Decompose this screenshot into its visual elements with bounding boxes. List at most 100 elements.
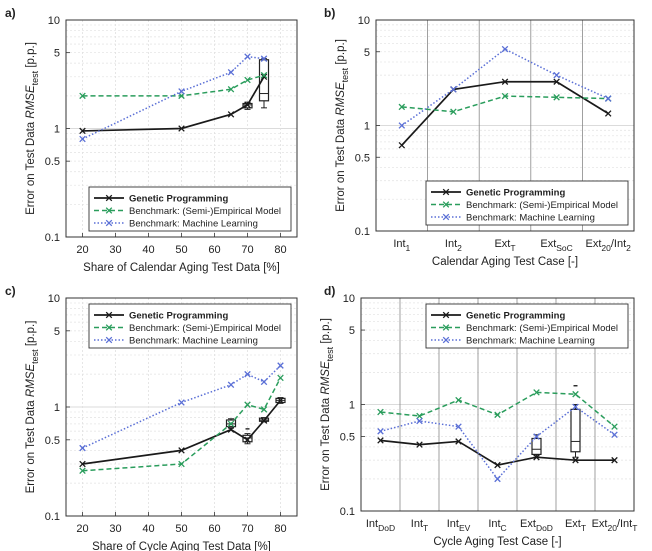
legend-entry: Genetic Programming: [431, 311, 565, 322]
data-point: [377, 408, 384, 416]
x-tick-label: 40: [142, 244, 154, 256]
y-tick-label: 0.5: [45, 156, 60, 168]
y-tick-label: 10: [48, 293, 60, 305]
data-point: [455, 423, 462, 430]
x-tick-label: 70: [241, 244, 253, 256]
legend-label: Genetic Programming: [129, 194, 228, 205]
data-point: [533, 389, 540, 396]
x-axis-label: Cycle Aging Test Case [-]: [433, 536, 561, 548]
data-point: [178, 399, 185, 406]
y-tick-label: 5: [364, 47, 370, 59]
legend-entry: Benchmark: (Semi-)Empirical Model: [94, 323, 281, 334]
series-2: [79, 53, 268, 143]
x-tick-label: ExtT: [565, 518, 586, 533]
legend-marker: [105, 207, 113, 214]
x-tick-label: 70: [241, 523, 253, 535]
legend-entry: Benchmark: (Semi-)Empirical Model: [94, 206, 281, 217]
y-tick-label: 10: [48, 15, 60, 27]
x-tick-label: IntDoD: [366, 518, 395, 533]
data-point: [553, 94, 560, 101]
data-point: [377, 437, 384, 444]
data-point: [244, 401, 251, 408]
data-point: [604, 110, 612, 117]
x-tick-label: 80: [274, 244, 286, 256]
legend-label: Benchmark: Machine Learning: [129, 336, 258, 347]
legend-label: Genetic Programming: [466, 188, 565, 199]
legend-label: Benchmark: (Semi-)Empirical Model: [129, 323, 281, 334]
data-point: [450, 86, 457, 93]
x-tick-label: 20: [76, 244, 88, 256]
legend-label: Benchmark: Machine Learning: [129, 219, 258, 230]
data-point: [398, 141, 406, 149]
series-line: [82, 399, 282, 465]
box-plot: [531, 434, 542, 457]
x-tick-label: IntEV: [447, 518, 471, 533]
data-point: [416, 417, 423, 425]
data-point: [178, 88, 185, 95]
data-point: [277, 397, 284, 404]
data-point: [501, 78, 509, 85]
panel-d: 0.1 0.5 1 5 10 IntDoD IntT IntEV IntC ExtDoD ExtT E…: [320, 284, 637, 548]
data-point: [533, 453, 540, 461]
panel-label: a): [5, 6, 16, 20]
x-axis-label: Share of Calendar Aging Test Data [%]: [83, 262, 280, 274]
data-point: [244, 101, 251, 109]
legend-entry: Benchmark: Machine Learning: [94, 336, 258, 347]
data-point: [79, 135, 86, 143]
y-tick-label: 5: [54, 48, 60, 60]
y-tick-label: 0.1: [340, 506, 355, 518]
legend-marker: [442, 201, 450, 208]
data-point: [416, 412, 423, 420]
legend-label: Benchmark: (Semi-)Empirical Model: [466, 323, 618, 334]
legend-label: Benchmark: Machine Learning: [466, 213, 595, 224]
data-point: [416, 441, 423, 448]
y-tick-label: 1: [349, 400, 355, 412]
x-tick-label: IntC: [488, 518, 506, 533]
data-point: [501, 92, 509, 100]
data-point: [455, 438, 462, 445]
series-0: [377, 437, 618, 469]
x-tick-label: 60: [208, 523, 220, 535]
data-point: [79, 467, 86, 475]
data-point: [227, 426, 235, 433]
series-0: [398, 78, 612, 149]
y-tick-label: 0.5: [45, 435, 60, 447]
legend-marker: [442, 324, 450, 331]
data-point: [611, 456, 618, 464]
legend-label: Genetic Programming: [129, 311, 228, 322]
y-tick-label: 5: [349, 325, 355, 337]
x-tick-label: 80: [274, 523, 286, 535]
data-point: [572, 456, 579, 464]
legend-marker: [105, 219, 113, 227]
y-tick-label: 10: [358, 15, 370, 27]
data-point: [178, 460, 185, 468]
series-line: [82, 377, 282, 472]
data-point: [260, 71, 268, 79]
data-point: [277, 362, 284, 369]
data-point: [377, 428, 384, 435]
legend-marker: [442, 336, 450, 344]
legend-entry: Genetic Programming: [431, 188, 565, 199]
series-1: [377, 389, 618, 430]
legend-entry: Genetic Programming: [94, 194, 228, 205]
panel-label: d): [324, 284, 335, 298]
legend-entry: Benchmark: Machine Learning: [431, 213, 595, 224]
data-point: [79, 444, 86, 452]
x-tick-label: 20: [76, 523, 88, 535]
x-axis-label: Calendar Aging Test Case [-]: [432, 256, 578, 268]
x-tick-label: 60: [208, 244, 220, 256]
legend-marker: [442, 188, 450, 196]
x-tick-label: 30: [109, 523, 121, 535]
legend-marker: [105, 324, 113, 331]
x-tick-label: ExtDoD: [520, 518, 553, 533]
data-point: [178, 125, 185, 132]
y-tick-label: 1: [54, 402, 60, 414]
series-2: [377, 403, 618, 483]
data-point: [611, 431, 618, 439]
data-point: [227, 420, 235, 428]
data-point: [553, 71, 560, 79]
